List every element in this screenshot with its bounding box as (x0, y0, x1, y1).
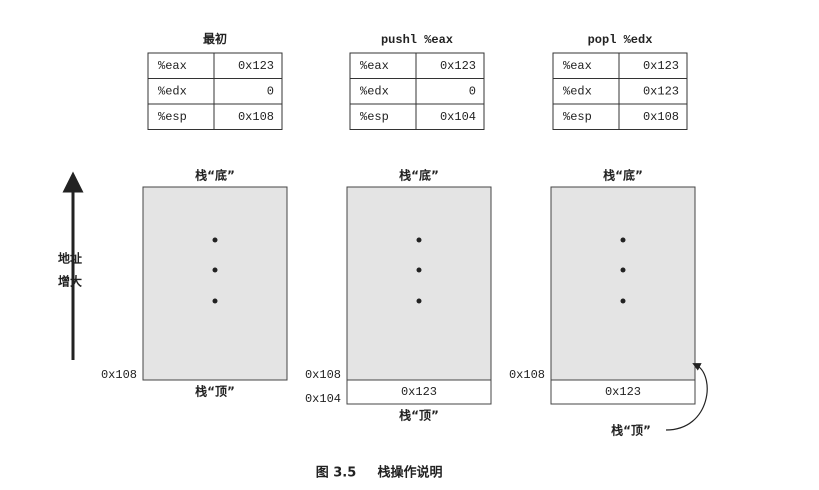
panel-title: pushl %eax (381, 33, 453, 47)
register-cell (213, 103, 283, 130)
register-cell (618, 103, 688, 130)
stack-bottom-label: 栈“底” (399, 168, 439, 183)
ellipsis-dot (620, 267, 626, 273)
stack-top-label: 栈“顶” (399, 408, 439, 423)
register-value: 0x108 (643, 110, 679, 124)
register-cell (552, 103, 620, 130)
ellipsis-dot (212, 267, 218, 273)
register-value: 0x123 (643, 84, 679, 98)
caption-text: 栈操作说明 (377, 465, 442, 481)
stack-top-label: 栈“顶” (611, 423, 651, 438)
stack-bottom-label: 栈“底” (603, 168, 643, 183)
axis-label: 地址 (58, 251, 82, 266)
stack-area (346, 186, 492, 381)
register-value: 0 (469, 84, 476, 98)
address-label: 0x108 (509, 368, 545, 382)
register-name: %eax (158, 59, 187, 73)
ellipsis-dot (620, 298, 626, 304)
register-name: %edx (158, 84, 187, 98)
ellipsis-dot (212, 298, 218, 304)
register-value: 0x104 (440, 110, 476, 124)
register-name: %esp (158, 110, 187, 124)
top-pointer (665, 363, 708, 431)
ellipsis-dot (416, 237, 422, 243)
stack-bottom-label: 栈“底” (195, 168, 235, 183)
ellipsis-dot (212, 237, 218, 243)
register-cell (415, 78, 485, 105)
address-label: 0x108 (101, 368, 137, 382)
register-name: %esp (563, 110, 592, 124)
address-label: 0x104 (305, 392, 341, 406)
stack-area (550, 186, 696, 381)
register-cell (415, 103, 485, 130)
register-name: %edx (360, 84, 389, 98)
register-cell (415, 52, 485, 79)
stack-cell-value: 0x123 (401, 385, 437, 399)
register-cell (349, 103, 417, 130)
stack-area (142, 186, 288, 381)
stack-cell (346, 379, 492, 405)
address-label: 0x108 (305, 368, 341, 382)
stack-top-label: 栈“顶” (195, 384, 235, 399)
register-name: %esp (360, 110, 389, 124)
ellipsis-dot (620, 237, 626, 243)
register-value: 0x108 (238, 110, 274, 124)
register-cell (349, 78, 417, 105)
stack-cell-value: 0x123 (605, 385, 641, 399)
register-name: %edx (563, 84, 592, 98)
register-cell (213, 52, 283, 79)
register-name: %eax (360, 59, 389, 73)
stack-cell (550, 379, 696, 405)
ellipsis-dot (416, 298, 422, 304)
register-name: %eax (563, 59, 592, 73)
register-value: 0x123 (643, 59, 679, 73)
ellipsis-dot (416, 267, 422, 273)
axis-label: 增大 (58, 274, 82, 289)
panel-title: popl %edx (588, 33, 653, 47)
caption-number: 图 3.5 (316, 466, 357, 481)
register-cell (552, 52, 620, 79)
register-value: 0x123 (440, 59, 476, 73)
register-value: 0x123 (238, 59, 274, 73)
register-cell (618, 52, 688, 79)
panel-title: 最初 (203, 31, 227, 47)
register-value: 0 (267, 84, 274, 98)
